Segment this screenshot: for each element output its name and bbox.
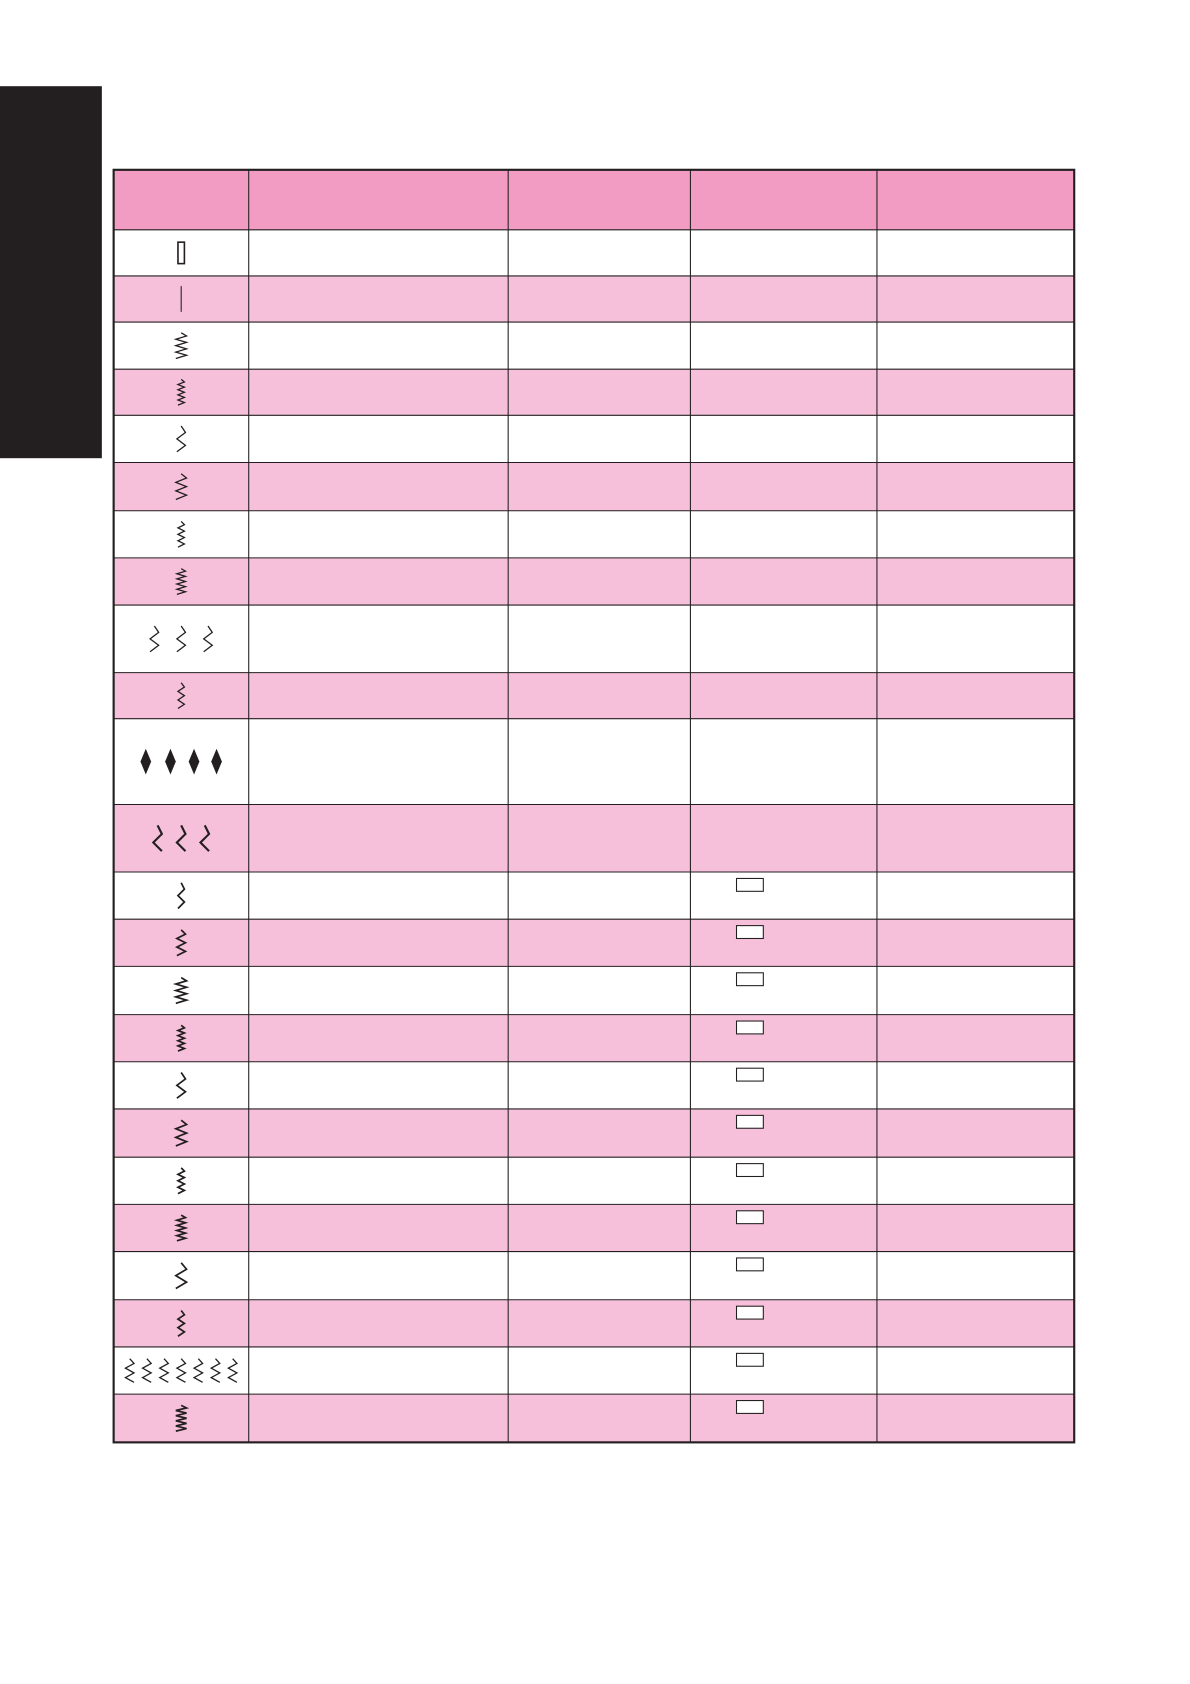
- stitch-icon: [175, 824, 187, 852]
- stitch-icon: [176, 1167, 187, 1195]
- stitch-icon: [227, 1358, 239, 1383]
- indicator-box: [735, 1257, 764, 1272]
- indicator-box: [735, 877, 764, 892]
- indicator-box: [735, 1020, 764, 1035]
- indicator-box: [735, 1067, 764, 1082]
- row-shade: [113, 1299, 1075, 1347]
- stitch-icon: [151, 824, 164, 852]
- stitch-icon: [175, 625, 187, 653]
- stitch-icon: [175, 1404, 190, 1432]
- stitch-icon: [198, 824, 211, 852]
- stitch-icon: [158, 1358, 170, 1383]
- stitch-icon: [175, 1358, 187, 1383]
- stitch-icon: [209, 1358, 222, 1383]
- stitch-icon: [141, 1358, 153, 1383]
- stitch-icon: [172, 976, 190, 1005]
- stitch-icon: [202, 625, 214, 653]
- row-shade: [113, 557, 1075, 606]
- stitch-icon: [176, 1309, 186, 1337]
- stitch-icon: [211, 748, 222, 775]
- row-shade: [113, 275, 1075, 323]
- row-shade: [113, 1394, 1075, 1443]
- stitch-icon: [192, 1358, 204, 1383]
- stitch-table: [112, 168, 1076, 1444]
- indicator-box: [735, 1210, 764, 1225]
- stitch-icon: [176, 882, 186, 910]
- stitch-icon: [173, 332, 189, 360]
- indicator-box: [735, 1305, 764, 1320]
- stitch-icon: [175, 425, 187, 453]
- row-shade: [113, 1108, 1075, 1158]
- indicator-box: [735, 1400, 764, 1414]
- indicator-box: [735, 1163, 764, 1178]
- row-shade: [113, 1204, 1075, 1252]
- stitch-icon: [176, 520, 186, 548]
- row-shade: [113, 1014, 1075, 1062]
- indicator-box: [735, 1114, 764, 1129]
- indicator-box: [735, 1352, 764, 1367]
- stitch-icon: [176, 682, 186, 710]
- row-shade: [113, 462, 1075, 511]
- stitch-icon: [165, 748, 176, 775]
- stitch-icon: [174, 568, 188, 595]
- indicator-box: [735, 925, 764, 940]
- stitch-icon: [176, 378, 187, 406]
- stitch-icon: [175, 1072, 187, 1099]
- row-shade: [113, 672, 1075, 719]
- indicator-box: [735, 972, 764, 987]
- row-shade: [113, 804, 1075, 873]
- stitch-icon: [174, 1262, 189, 1290]
- side-tab: [0, 86, 102, 459]
- table-frame: [112, 168, 1076, 1444]
- stitch-icon: [188, 748, 200, 775]
- row-shade: [113, 919, 1075, 967]
- stitch-icon: [174, 929, 188, 957]
- stitch-icon: [173, 1214, 189, 1242]
- stitch-icon: [173, 1119, 189, 1147]
- stitch-icon: [175, 1024, 187, 1052]
- stitch-icon: [177, 241, 186, 265]
- header-row: [113, 169, 1075, 230]
- row-shade: [113, 369, 1075, 416]
- stitch-icon: [174, 473, 189, 501]
- stitch-icon: [124, 1358, 136, 1383]
- stitch-icon: [140, 748, 152, 775]
- stitch-icon: [149, 625, 160, 653]
